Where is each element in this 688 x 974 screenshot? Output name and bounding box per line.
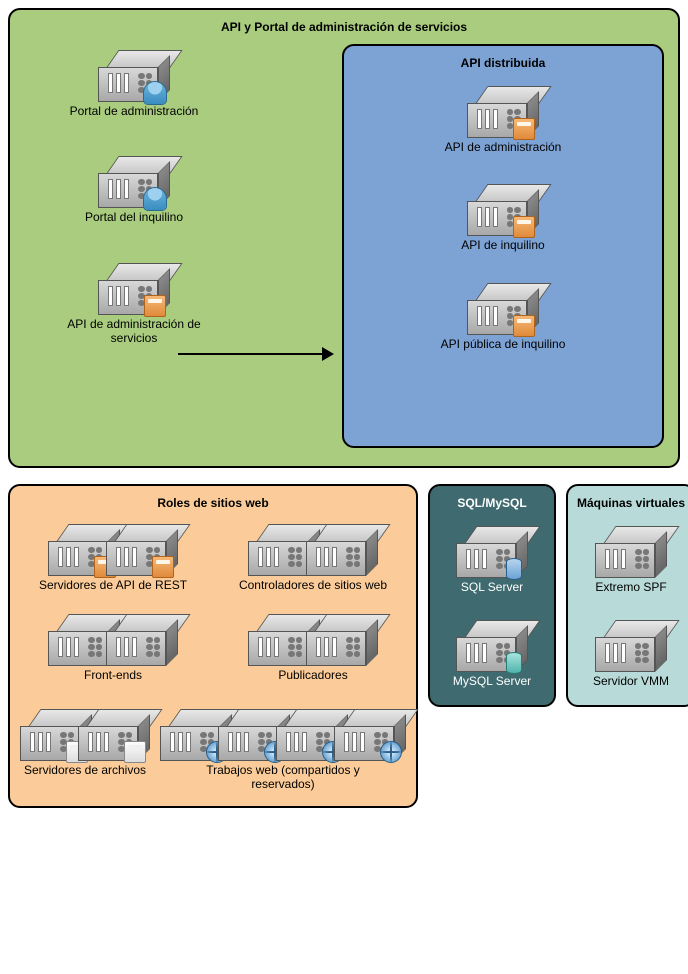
node-label: Extremo SPF bbox=[595, 580, 666, 594]
panel-vms: Máquinas virtuales Extremo SPF Servidor … bbox=[566, 484, 688, 707]
node-label: Publicadores bbox=[278, 668, 347, 682]
disk-icon bbox=[124, 741, 146, 763]
server-icon bbox=[106, 614, 178, 666]
node-label: Portal de administración bbox=[70, 104, 199, 118]
panel-title-sql: SQL/MySQL bbox=[436, 492, 548, 518]
panel-title-top: API y Portal de administración de servic… bbox=[24, 16, 664, 42]
disk-icon bbox=[513, 315, 535, 337]
user-icon bbox=[144, 82, 166, 104]
server-icon bbox=[306, 524, 378, 576]
node-label: Trabajos web (compartidos y reservados) bbox=[178, 763, 388, 792]
node-label: API de administración de servicios bbox=[59, 317, 209, 346]
node-label: MySQL Server bbox=[453, 674, 531, 688]
globe-icon bbox=[380, 741, 402, 763]
server-icon bbox=[467, 283, 539, 335]
node-api-service-mgmt: API de administración de servicios bbox=[34, 263, 234, 346]
node-label: API pública de inquilino bbox=[441, 337, 566, 351]
disk-icon bbox=[152, 556, 174, 578]
node-label: Front-ends bbox=[84, 668, 142, 682]
node-label: Servidores de API de REST bbox=[39, 578, 187, 592]
disk-icon bbox=[513, 216, 535, 238]
server-icon bbox=[78, 709, 150, 761]
panel-title-websites: Roles de sitios web bbox=[20, 492, 406, 518]
node-spf-endpoint: Extremo SPF bbox=[595, 526, 667, 594]
top-left-column: Portal de administración Portal del inqu… bbox=[34, 50, 234, 346]
panel-api-portal: API y Portal de administración de servic… bbox=[8, 8, 680, 468]
node-vmm-server: Servidor VMM bbox=[593, 620, 669, 688]
panel-title-vms: Máquinas virtuales bbox=[574, 492, 688, 518]
node-site-controllers: Controladores de sitios web bbox=[220, 524, 406, 592]
server-icon bbox=[306, 614, 378, 666]
panel-sql: SQL/MySQL SQL Server MySQL Server bbox=[428, 484, 556, 707]
database-icon bbox=[506, 558, 522, 580]
bottom-row: Roles de sitios web Servidores de API de… bbox=[8, 484, 680, 808]
sql-column: SQL Server MySQL Server bbox=[436, 526, 548, 689]
server-icon bbox=[98, 263, 170, 315]
arrow bbox=[178, 353, 324, 355]
websites-bottom: Servidores de archivos Trabajos web (com… bbox=[20, 709, 406, 792]
server-icon bbox=[106, 524, 178, 576]
node-publishers: Publicadores bbox=[220, 614, 406, 682]
node-portal-admin: Portal de administración bbox=[34, 50, 234, 118]
node-label: Servidores de archivos bbox=[24, 763, 146, 777]
server-icon bbox=[98, 156, 170, 208]
node-sql-server: SQL Server bbox=[456, 526, 528, 594]
server-icon bbox=[595, 526, 667, 578]
node-label: API de inquilino bbox=[461, 238, 544, 252]
vms-column: Extremo SPF Servidor VMM bbox=[574, 526, 688, 689]
node-label: API de administración bbox=[445, 140, 562, 154]
node-label: Controladores de sitios web bbox=[239, 578, 387, 592]
node-rest-api-servers: Servidores de API de REST bbox=[20, 524, 206, 592]
panel-websites: Roles de sitios web Servidores de API de… bbox=[8, 484, 418, 808]
right-column: API de administración API de inquilino bbox=[358, 86, 648, 351]
user-icon bbox=[144, 188, 166, 210]
server-icon bbox=[467, 184, 539, 236]
server-icon bbox=[595, 620, 667, 672]
websites-grid: Servidores de API de REST Controladores … bbox=[20, 524, 406, 683]
server-icon bbox=[456, 620, 528, 672]
database-icon bbox=[506, 652, 522, 674]
node-label: Servidor VMM bbox=[593, 674, 669, 688]
server-icon bbox=[456, 526, 528, 578]
node-file-servers: Servidores de archivos bbox=[20, 709, 150, 777]
node-web-workers: Trabajos web (compartidos y reservados) bbox=[160, 709, 406, 792]
node-label: Portal del inquilino bbox=[85, 210, 183, 224]
node-api-admin: API de administración bbox=[445, 86, 562, 154]
server-icon bbox=[98, 50, 170, 102]
node-label: SQL Server bbox=[461, 580, 523, 594]
node-frontends: Front-ends bbox=[20, 614, 206, 682]
node-api-tenant: API de inquilino bbox=[461, 184, 544, 252]
node-api-public-tenant: API pública de inquilino bbox=[441, 283, 566, 351]
node-portal-tenant: Portal del inquilino bbox=[34, 156, 234, 224]
server-icon bbox=[334, 709, 406, 761]
disk-icon bbox=[144, 295, 166, 317]
panel-api-distribuida: API distribuida API de administración bbox=[342, 44, 664, 448]
arrow-head-icon bbox=[322, 347, 334, 361]
disk-icon bbox=[513, 118, 535, 140]
server-icon bbox=[467, 86, 539, 138]
node-mysql-server: MySQL Server bbox=[453, 620, 531, 688]
panel-title-right: API distribuida bbox=[358, 52, 648, 78]
